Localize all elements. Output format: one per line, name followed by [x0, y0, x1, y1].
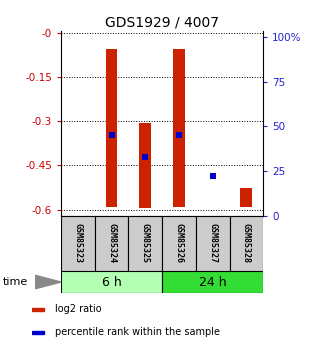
Text: percentile rank within the sample: percentile rank within the sample — [55, 327, 220, 337]
Text: time: time — [3, 277, 29, 287]
Point — [210, 174, 215, 179]
Bar — [139, 122, 151, 208]
Text: GSM85327: GSM85327 — [208, 223, 217, 263]
Bar — [32, 331, 44, 334]
Point — [109, 132, 114, 138]
Bar — [106, 49, 117, 207]
Text: GSM85325: GSM85325 — [141, 223, 150, 263]
Bar — [128, 216, 162, 271]
Text: GSM85326: GSM85326 — [174, 223, 184, 263]
Title: GDS1929 / 4007: GDS1929 / 4007 — [105, 16, 219, 30]
Text: GSM85324: GSM85324 — [107, 223, 116, 263]
Bar — [230, 216, 263, 271]
Text: log2 ratio: log2 ratio — [55, 304, 102, 314]
Text: 6 h: 6 h — [102, 276, 121, 288]
Bar — [196, 216, 230, 271]
Text: 24 h: 24 h — [199, 276, 227, 288]
Point — [176, 132, 181, 138]
Bar — [173, 49, 185, 207]
Text: GSM85323: GSM85323 — [73, 223, 82, 263]
Bar — [162, 271, 263, 293]
Polygon shape — [35, 275, 61, 289]
Bar — [95, 216, 128, 271]
Bar — [240, 188, 252, 207]
Text: GSM85328: GSM85328 — [242, 223, 251, 263]
Point — [143, 154, 148, 159]
Bar — [61, 216, 95, 271]
Bar — [61, 271, 162, 293]
Bar — [162, 216, 196, 271]
Bar — [32, 308, 44, 311]
